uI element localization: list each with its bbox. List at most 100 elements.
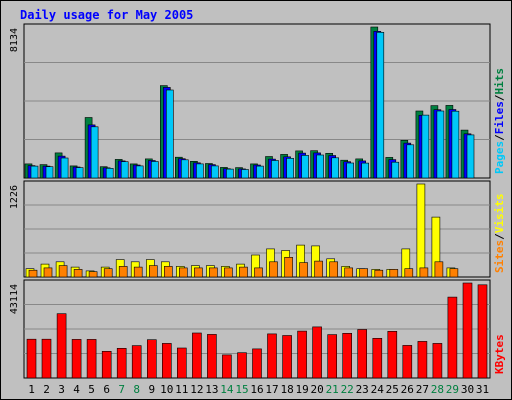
bar-sites-day-25 [389, 269, 399, 278]
bar-kbytes-day-1 [26, 338, 37, 379]
bar-pages-day-4 [75, 167, 84, 179]
bar-pages-day-24 [376, 31, 385, 179]
bar-sites-day-24 [374, 269, 384, 278]
legend: Pages/Files/Hits [493, 68, 506, 174]
x-tick-label: 14 [220, 383, 234, 396]
x-tick-label: 17 [265, 383, 278, 396]
x-tick-label: 5 [88, 383, 95, 396]
bar-kbytes-day-5 [86, 339, 97, 379]
bar-pages-day-19 [301, 155, 309, 179]
bar-sites-day-7 [118, 266, 128, 278]
bar-sites-day-18 [284, 256, 293, 278]
bar-pages-day-15 [241, 169, 249, 179]
bar-pages-day-22 [346, 162, 355, 179]
bar-kbytes-day-3 [56, 313, 67, 379]
bar-pages-day-17 [271, 160, 279, 179]
bar-pages-day-8 [135, 165, 144, 179]
bar-pages-day-3 [60, 157, 69, 179]
x-tick-label: 16 [250, 383, 263, 396]
bar-sites-day-9 [149, 265, 158, 278]
x-tick-label: 20 [310, 383, 323, 396]
x-tick-label: 13 [205, 383, 218, 396]
bar-pages-day-10 [166, 89, 174, 179]
legend-separator: / [493, 134, 506, 141]
bar-sites-day-27 [419, 267, 429, 278]
bar-sites-day-22 [344, 267, 354, 278]
x-tick-label: 25 [386, 383, 399, 396]
x-tick-label: 31 [476, 383, 489, 396]
bar-kbytes-day-13 [207, 334, 217, 379]
bar-pages-day-12 [196, 163, 204, 179]
bar-kbytes-day-31 [477, 284, 488, 379]
bar-pages-day-28 [436, 110, 445, 179]
bar-sites-day-21 [329, 261, 339, 278]
y-max-label: 43114 [9, 284, 20, 314]
legend-item-files: Files [493, 101, 506, 134]
bar-kbytes-day-6 [101, 350, 112, 379]
bar-kbytes-day-18 [282, 335, 292, 379]
bar-kbytes-day-29 [447, 296, 458, 379]
bar-sites-day-17 [269, 261, 278, 278]
bar-kbytes-day-2 [41, 338, 52, 379]
bar-kbytes-day-4 [71, 339, 82, 379]
panel-kbytes: 43114 KBytes [9, 279, 506, 379]
x-tick-label: 9 [148, 383, 155, 396]
x-tick-label: 26 [401, 383, 414, 396]
x-tick-label: 3 [58, 383, 65, 396]
x-tick-label: 30 [461, 383, 474, 396]
bar-kbytes-day-7 [116, 347, 127, 379]
bar-sites-day-15 [239, 266, 248, 278]
x-tick-label: 11 [175, 383, 188, 396]
legend-item-pages: Pages [493, 141, 506, 174]
bar-sites-day-6 [103, 268, 113, 278]
bar-sites-day-20 [314, 260, 323, 278]
bar-kbytes-day-19 [297, 330, 307, 379]
x-tick-label: 7 [118, 383, 125, 396]
x-tick-label: 27 [416, 383, 429, 396]
bar-pages-day-5 [90, 126, 99, 179]
bar-kbytes-day-30 [462, 282, 473, 379]
chart-title: Daily usage for May 2005 [20, 8, 193, 22]
bar-pages-day-6 [105, 168, 114, 179]
x-tick-label: 24 [371, 383, 385, 396]
bar-pages-day-7 [120, 161, 129, 179]
panel-hits-files-pages: 8134 Pages/Files/Hits [9, 23, 506, 179]
bar-kbytes-day-21 [327, 334, 338, 379]
bar-pages-day-1 [30, 165, 39, 179]
bar-kbytes-day-15 [237, 352, 247, 379]
bar-pages-day-11 [181, 159, 189, 179]
x-tick-label: 12 [190, 383, 203, 396]
legend-separator: / [493, 94, 506, 101]
x-tick-label: 10 [160, 383, 173, 396]
legend: KBytes [493, 334, 506, 374]
bar-pages-day-2 [45, 166, 54, 179]
panel-visits-sites: 1226 Sites/Visits [9, 180, 506, 278]
bar-kbytes-day-8 [131, 345, 142, 379]
bar-pages-day-21 [331, 157, 340, 179]
x-tick-label: 8 [133, 383, 140, 396]
bar-sites-day-13 [209, 267, 218, 278]
bar-kbytes-day-28 [432, 343, 443, 379]
bar-sites-day-28 [434, 261, 444, 278]
bar-kbytes-day-11 [177, 347, 187, 379]
x-tick-label: 29 [446, 383, 459, 396]
bar-sites-day-2 [43, 267, 53, 278]
x-tick-label: 6 [103, 383, 110, 396]
bar-sites-day-5 [88, 271, 98, 278]
legend-item-visits: Visits [493, 194, 506, 234]
x-tick-label: 1 [28, 383, 35, 396]
legend-item-kbytes: KBytes [493, 334, 506, 374]
chart-panels: 8134Pages/Files/Hits1226Sites/Visits4311… [9, 23, 506, 396]
bar-sites-day-12 [194, 267, 203, 278]
bar-kbytes-day-24 [372, 337, 383, 379]
bar-kbytes-day-9 [147, 339, 157, 379]
x-tick-label: 23 [356, 383, 369, 396]
bar-sites-day-3 [58, 265, 68, 278]
bar-sites-day-1 [28, 269, 38, 278]
x-tick-label: 22 [341, 383, 354, 396]
y-max-label: 8134 [9, 28, 20, 52]
bar-sites-day-29 [449, 268, 459, 278]
bar-sites-day-11 [179, 267, 188, 278]
bar-kbytes-day-17 [267, 333, 277, 379]
